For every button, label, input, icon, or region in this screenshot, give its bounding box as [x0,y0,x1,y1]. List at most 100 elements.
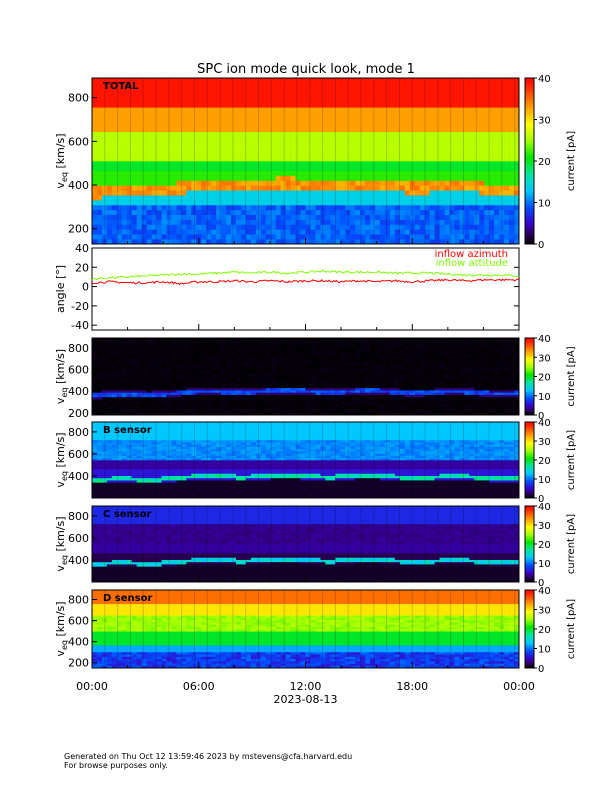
heatmap-cell [216,146,222,152]
heatmap-cell [186,396,192,400]
heatmap-cell [221,78,227,84]
heatmap-cell [265,170,272,176]
heatmap-cell [355,358,361,361]
heatmap-cell [315,376,321,380]
heatmap-cell [444,136,450,142]
heatmap-cell [300,175,306,181]
heatmap-cell [275,338,281,341]
heatmap-cell [245,365,252,368]
heatmap-cell [206,362,212,366]
heatmap-cell [295,92,301,98]
heatmap-cell [116,390,123,393]
heatmap-cell [161,102,167,108]
heatmap-cell [280,165,286,172]
heatmap-cell [474,239,480,245]
heatmap-cell [141,362,147,366]
heatmap-cell [186,385,192,389]
heatmap-cell [121,365,128,368]
heatmap-cell [176,195,182,201]
heatmap-cell [245,126,252,132]
heatmap-cell [171,369,177,373]
heatmap-cell [355,195,361,201]
heatmap-cell [255,365,262,368]
heatmap-cell [111,175,118,181]
heatmap-cell [315,378,321,382]
heatmap-cell [375,234,381,240]
heatmap-cell [92,185,98,191]
heatmap-cell [365,146,371,152]
heatmap-cell [171,390,177,393]
heatmap-cell [106,165,113,172]
heatmap-cell [434,136,440,142]
heatmap-cell [360,224,366,230]
heatmap-cell [355,92,361,98]
heatmap-cell [166,175,172,181]
heatmap-cell [260,195,267,201]
heatmap-cell [171,97,177,103]
heatmap-cell [106,214,113,220]
heatmap-cell [255,374,262,377]
heatmap-cell [260,107,267,113]
heatmap-cell [235,121,242,128]
heatmap-cell [315,381,321,384]
heatmap-cell [315,180,321,186]
heatmap-cell [136,344,142,348]
heatmap-cell [404,121,411,128]
heatmap-cell [280,399,286,402]
heatmap-cell [245,146,252,152]
heatmap-cell [245,229,252,235]
heatmap-cell [335,204,341,211]
heatmap-cell [444,126,450,132]
heatmap-cell [111,200,118,206]
heatmap-cell [345,385,351,389]
heatmap-cell [186,126,192,132]
heatmap-cell [275,229,281,235]
heatmap-cell [181,381,187,384]
heatmap-cell [270,408,277,411]
heatmap-cell [166,214,172,220]
heatmap-cell [171,214,177,220]
heatmap-cell [245,410,252,414]
heatmap-cell [365,408,371,411]
heatmap-cell [245,87,252,93]
heatmap-cell [449,82,455,89]
heatmap-cell [370,78,376,84]
heatmap-cell [151,82,157,89]
heatmap-cell [305,219,311,225]
heatmap-cell [191,112,197,118]
heatmap-cell [260,349,267,352]
heatmap-cell [345,117,351,123]
heatmap-cell [464,136,470,142]
heatmap-cell [111,362,118,366]
heatmap-cell [290,156,296,162]
heatmap-cell [126,399,133,402]
heatmap-cell [106,117,113,123]
heatmap-cell [474,87,480,93]
heatmap-cell [106,141,113,147]
heatmap-cell [275,381,281,384]
heatmap-cell [265,151,272,157]
heatmap-cell [126,390,133,393]
heatmap-cell [260,381,267,384]
heatmap-cell [166,408,172,411]
heatmap-cell [131,170,137,176]
heatmap-cell [186,185,192,191]
heatmap-cell [136,112,142,118]
heatmap-cell [280,340,286,343]
heatmap-cell [340,374,346,377]
heatmap-cell [186,82,192,89]
heatmap-cell [250,412,257,416]
heatmap-cell [221,403,227,407]
heatmap-cell [479,209,485,215]
heatmap-cell [186,156,192,162]
heatmap-cell [136,362,142,366]
heatmap-cell [494,107,500,113]
heatmap-cell [350,412,356,416]
heatmap-cell [136,405,142,409]
heatmap-cell [136,117,142,123]
heatmap-cell [161,347,167,350]
heatmap-cell [240,365,247,368]
heatmap-cell [255,239,262,245]
heatmap-cell [181,340,187,343]
heatmap-cell [345,92,351,98]
